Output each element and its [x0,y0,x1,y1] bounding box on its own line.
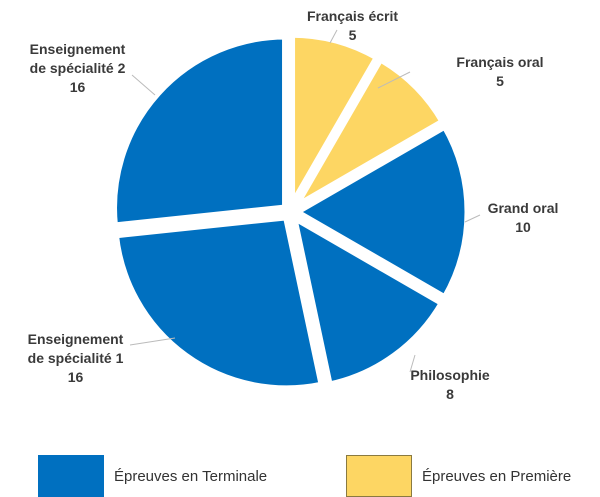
legend-label: Épreuves en Terminale [114,467,268,485]
pie-slice [284,54,448,218]
legend-swatch-yellow [346,455,412,497]
pie-slice [288,209,448,390]
legend-label: Épreuves en Première [422,467,572,485]
label-specialite-1: Enseignement de spécialité 1 16 [18,330,133,387]
label-text: Grand oral [487,200,559,216]
label-value: 16 [67,369,84,385]
label-value: 10 [515,219,531,235]
label-grand-oral: Grand oral 10 [478,199,568,237]
leader-line [409,354,416,373]
label-value: 5 [348,27,357,43]
legend-item-premiere: Épreuves en Première [346,455,571,497]
leader-line [329,29,338,44]
label-text: de spécialité 2 [29,60,126,76]
label-text: de spécialité 1 [27,350,124,366]
label-text: Enseignement [27,331,124,347]
legend-item-terminale: Épreuves en Terminale [38,455,267,497]
label-francais-oral: Français oral 5 [450,53,550,91]
pie-slice [288,30,383,220]
label-text: Philosophie [410,367,490,383]
label-text: Français écrit [306,8,399,24]
label-specialite-2: Enseignement de spécialité 2 16 [20,40,135,97]
label-francais-ecrit: Français écrit 5 [300,7,405,45]
label-value: 5 [496,73,504,89]
pie-slice [289,121,472,303]
label-text: Enseignement [29,41,126,57]
label-philosophie: Philosophie 8 [405,366,495,404]
leader-line [377,71,411,89]
leader-line [464,214,481,223]
legend-swatch-blue [38,455,104,497]
leader-line [131,74,156,96]
leader-line [129,337,176,346]
pie-slice [110,32,290,230]
label-value: 16 [69,79,86,95]
label-text: Français oral [456,54,544,70]
pie-slice [111,213,327,393]
label-value: 8 [446,386,454,402]
